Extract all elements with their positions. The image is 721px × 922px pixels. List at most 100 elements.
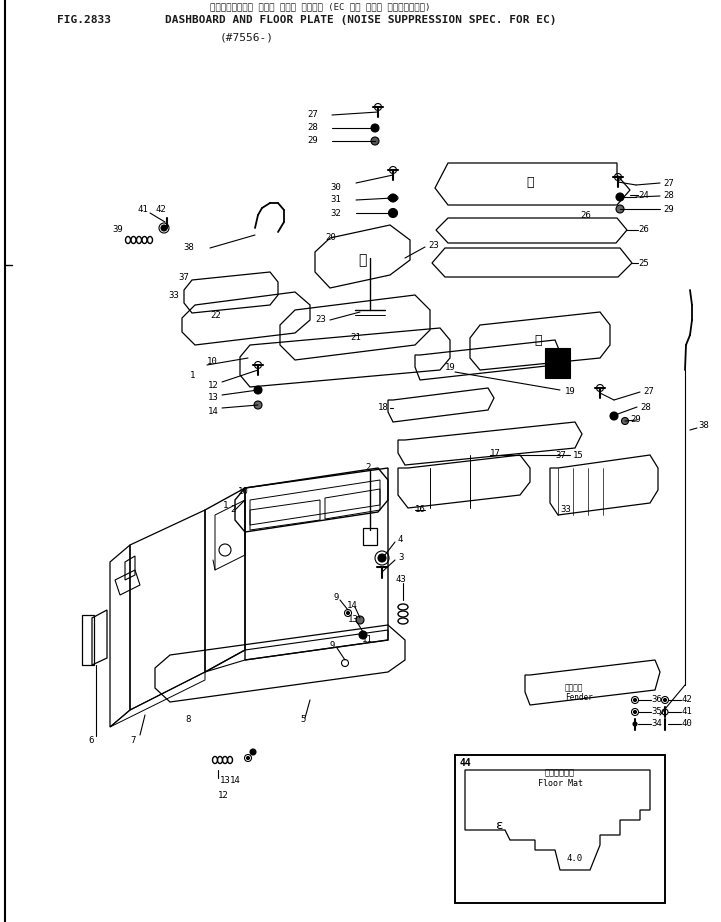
Text: 19: 19 [565,387,576,396]
Text: 35: 35 [651,707,662,716]
Text: 9: 9 [330,641,335,649]
Circle shape [610,412,618,420]
Circle shape [161,225,167,231]
Circle shape [389,194,397,202]
Text: 26: 26 [638,226,649,234]
Text: 14: 14 [347,600,358,609]
Bar [455,755,665,903]
Circle shape [663,699,666,702]
Text: 26: 26 [580,210,590,219]
Text: 10: 10 [207,358,218,367]
Text: 13: 13 [348,616,359,624]
Text: フロアマット: フロアマット [545,769,575,777]
Circle shape [247,756,249,760]
Text: 38: 38 [698,420,709,430]
Text: 10: 10 [238,487,249,495]
Text: フェンダ: フェンダ [565,683,583,692]
Text: 24: 24 [638,191,649,199]
Text: ※: ※ [526,175,534,188]
Text: 5: 5 [300,715,306,725]
Text: 33: 33 [168,290,179,300]
Text: DASHBOARD AND FLOOR PLATE (NOISE SUPPRESSION SPEC. FOR EC): DASHBOARD AND FLOOR PLATE (NOISE SUPPRES… [165,15,557,25]
Circle shape [347,611,350,614]
Text: 41: 41 [681,707,691,716]
Text: 3: 3 [398,553,403,562]
Text: 18: 18 [378,404,389,412]
Text: ε: ε [496,819,504,832]
Circle shape [254,401,262,409]
Circle shape [616,205,624,213]
Text: ※: ※ [534,334,541,347]
Circle shape [250,749,256,755]
Text: FIG.2833: FIG.2833 [57,15,111,25]
Bar [455,755,665,903]
Text: (#7556-): (#7556-) [220,33,274,43]
Text: Floor Mat: Floor Mat [537,778,583,787]
Circle shape [219,544,231,556]
Text: 33: 33 [560,505,571,514]
Text: 43: 43 [395,575,406,585]
Text: 19: 19 [445,363,456,372]
Text: 37: 37 [178,274,189,282]
Text: 40: 40 [681,719,691,728]
Text: 27: 27 [663,179,673,187]
Bar [82,615,94,665]
Text: 1: 1 [190,371,195,380]
Text: 12: 12 [218,790,229,799]
Text: 28: 28 [307,124,318,133]
Text: 25: 25 [638,258,649,267]
Text: 23: 23 [428,241,439,250]
Text: 38: 38 [183,243,194,253]
Text: 34: 34 [651,719,662,728]
Bar [545,348,570,378]
Text: 12: 12 [208,381,218,389]
Text: 44: 44 [460,758,472,768]
Text: 22: 22 [210,311,221,320]
Text: 9: 9 [333,594,338,602]
Text: 42: 42 [155,206,166,215]
Text: 20: 20 [325,232,336,242]
Text: 28: 28 [663,192,673,200]
Text: ダッシュボード・ オイル フロア プレート (EC 仕様 ノイズ サプレッション): ダッシュボード・ オイル フロア プレート (EC 仕様 ノイズ サプレッション… [210,3,430,11]
Text: 37: 37 [555,451,566,459]
Text: 11: 11 [362,635,373,644]
Text: 41: 41 [138,206,149,215]
Text: 1: 1 [223,501,229,510]
Text: ※: ※ [358,253,366,267]
Text: 17: 17 [490,448,501,457]
Text: 4.0: 4.0 [567,854,583,862]
Circle shape [254,386,262,394]
Text: 4: 4 [398,536,403,545]
Text: 7: 7 [130,736,136,744]
Circle shape [359,631,367,639]
Circle shape [371,124,379,132]
Text: 39: 39 [112,226,123,234]
Circle shape [622,418,629,424]
Circle shape [356,616,364,624]
Text: 27: 27 [643,387,654,396]
Circle shape [634,699,637,702]
Text: 29: 29 [663,205,673,214]
Text: 30: 30 [330,183,341,193]
Text: 16: 16 [415,505,425,514]
Circle shape [634,711,637,714]
Text: 6: 6 [88,736,94,744]
Text: 2: 2 [230,505,235,514]
Text: Fender: Fender [565,693,593,703]
Text: 36: 36 [651,695,662,704]
Text: 14: 14 [208,407,218,416]
Text: 15: 15 [573,451,584,459]
Text: 31: 31 [330,195,341,205]
Circle shape [389,208,397,218]
Text: 21: 21 [350,334,360,342]
Text: 14: 14 [230,775,241,785]
Text: 32: 32 [330,208,341,218]
Text: 29: 29 [630,416,641,424]
Text: 13: 13 [208,394,218,403]
Text: 42: 42 [681,695,691,704]
Text: 27: 27 [307,111,318,120]
Circle shape [633,722,637,726]
Text: 13: 13 [220,775,231,785]
Circle shape [616,193,624,201]
Text: 28: 28 [640,403,651,411]
